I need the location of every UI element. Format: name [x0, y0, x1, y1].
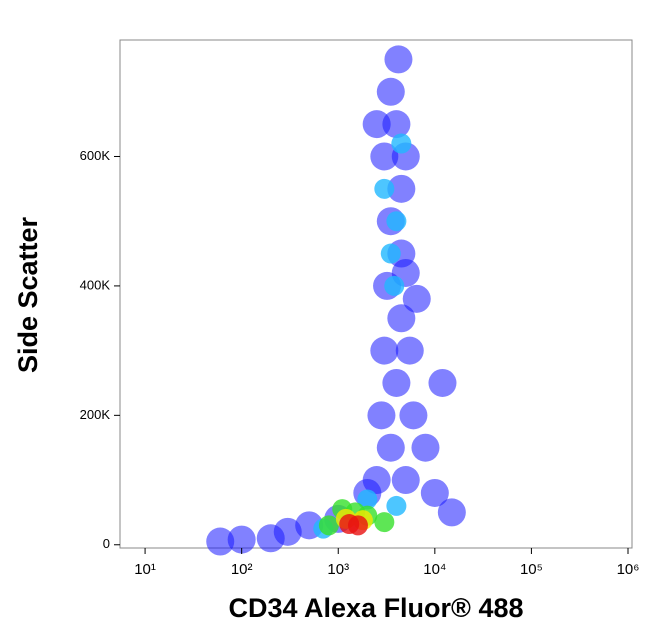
density-point	[395, 336, 424, 365]
y-tick-label: 600K	[80, 148, 111, 163]
density-point	[391, 133, 412, 154]
density-point	[380, 243, 401, 264]
density-point	[376, 77, 405, 106]
x-axis-title: CD34 Alexa Fluor® 488	[228, 593, 523, 623]
density-point	[382, 368, 411, 397]
density-point	[357, 489, 378, 510]
x-tick-label: 10⁴	[423, 561, 446, 578]
density-point	[411, 433, 440, 462]
x-tick-label: 10¹	[134, 561, 156, 578]
x-tick-label: 10⁵	[520, 561, 543, 578]
density-point	[256, 524, 285, 553]
density-point	[374, 512, 395, 533]
y-axis-title: Side Scatter	[13, 216, 43, 373]
x-tick-label: 10²	[231, 561, 253, 578]
density-point	[374, 178, 395, 199]
density-point	[387, 174, 416, 203]
x-tick-label: 10³	[327, 561, 349, 578]
data-layer	[206, 45, 466, 556]
density-point	[399, 401, 428, 430]
density-point	[370, 142, 399, 171]
y-tick-label: 400K	[80, 277, 111, 292]
density-point	[318, 515, 339, 536]
density-point	[367, 401, 396, 430]
density-point	[420, 478, 449, 507]
density-point	[384, 45, 413, 74]
x-tick-label: 10⁶	[617, 561, 640, 578]
density-point	[386, 495, 407, 516]
density-point	[227, 525, 256, 554]
density-point	[384, 275, 405, 296]
density-point	[402, 284, 431, 313]
y-tick-label: 0	[103, 536, 110, 551]
density-point	[376, 433, 405, 462]
density-point	[362, 110, 391, 139]
density-point	[370, 336, 399, 365]
density-point	[437, 498, 466, 527]
density-point	[387, 304, 416, 333]
y-tick-label: 200K	[80, 407, 111, 422]
density-point	[206, 527, 235, 556]
density-point	[386, 211, 407, 232]
density-point	[391, 466, 420, 495]
density-point	[347, 515, 368, 536]
density-point	[382, 110, 411, 139]
density-point	[428, 368, 457, 397]
